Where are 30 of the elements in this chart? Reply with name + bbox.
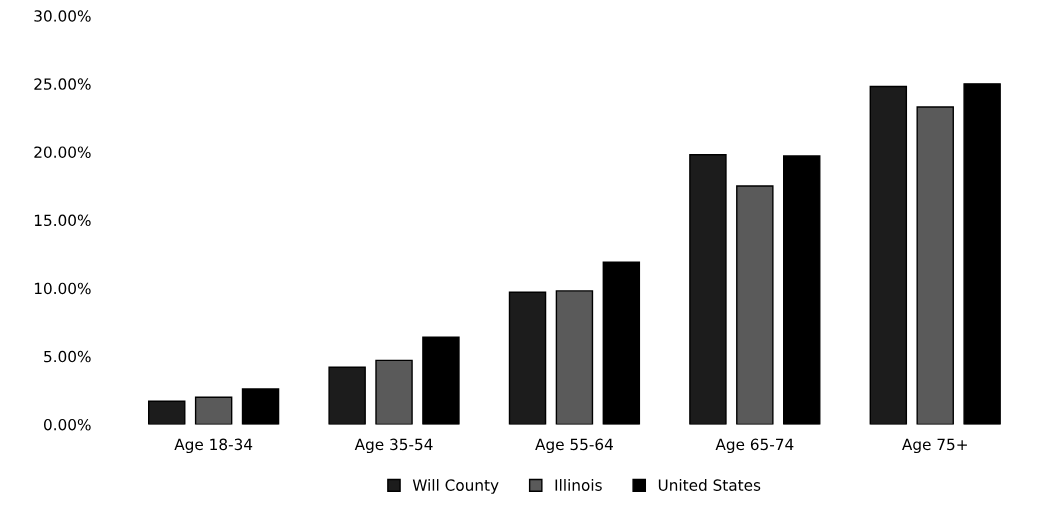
bar: [736, 185, 774, 425]
y-tick-label: 25.00%: [34, 78, 91, 90]
legend-label: United States: [658, 479, 761, 491]
bar: [869, 85, 908, 425]
bar: [422, 336, 460, 425]
legend-label: Will County: [412, 479, 499, 494]
bar: [555, 290, 594, 425]
y-tick-label: 10.00%: [34, 282, 91, 295]
y-tick-label: 15.00%: [34, 214, 91, 227]
y-tick-label: 30.00%: [34, 10, 91, 22]
bar: [782, 155, 821, 425]
bar: [689, 153, 727, 425]
bar: [241, 388, 280, 425]
bar: [148, 400, 186, 425]
legend-label: Illinois: [555, 479, 602, 491]
x-tick-label: Age 35-54: [354, 438, 433, 454]
x-tick-label: Age 18-34: [174, 438, 253, 454]
bar: [194, 396, 233, 425]
x-tick-label: Age 55-64: [535, 438, 613, 454]
bar: [508, 291, 547, 425]
y-tick-label: 5.00%: [44, 350, 91, 363]
bar: [375, 359, 413, 425]
y-tick-label: 0.00%: [43, 418, 91, 431]
y-tick-label: 20.00%: [34, 146, 91, 158]
bar: [328, 366, 366, 425]
bar: [963, 83, 1001, 425]
x-tick-label: Age 75+: [902, 438, 967, 454]
x-tick-label: Age 65-74: [715, 438, 794, 454]
bar: [916, 106, 954, 425]
bar: [602, 261, 641, 425]
